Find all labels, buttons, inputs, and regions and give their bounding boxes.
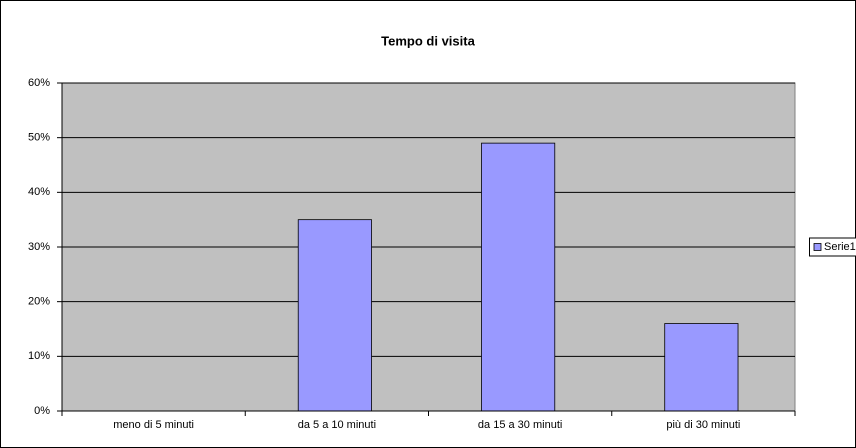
bar — [664, 323, 739, 412]
legend-label: Serie1 — [824, 241, 856, 253]
bar — [297, 219, 372, 412]
bar — [481, 142, 556, 412]
y-tick-label: 40% — [28, 186, 50, 198]
x-tick-label: meno di 5 minuti — [113, 419, 194, 431]
x-tick-label: da 5 a 10 minuti — [298, 419, 376, 431]
y-tick-label: 60% — [28, 77, 50, 89]
y-tick-label: 20% — [28, 296, 50, 308]
chart-title: Tempo di visita — [381, 33, 475, 48]
legend-swatch — [813, 243, 822, 251]
y-tick-label: 10% — [28, 350, 50, 362]
x-tick-label: da 15 a 30 minuti — [478, 419, 562, 431]
x-tick-label: più di 30 minuti — [666, 419, 740, 431]
legend-box — [809, 237, 856, 257]
y-tick-label: 50% — [28, 132, 50, 144]
y-tick-label: 0% — [34, 405, 50, 417]
y-tick-label: 30% — [28, 241, 50, 253]
